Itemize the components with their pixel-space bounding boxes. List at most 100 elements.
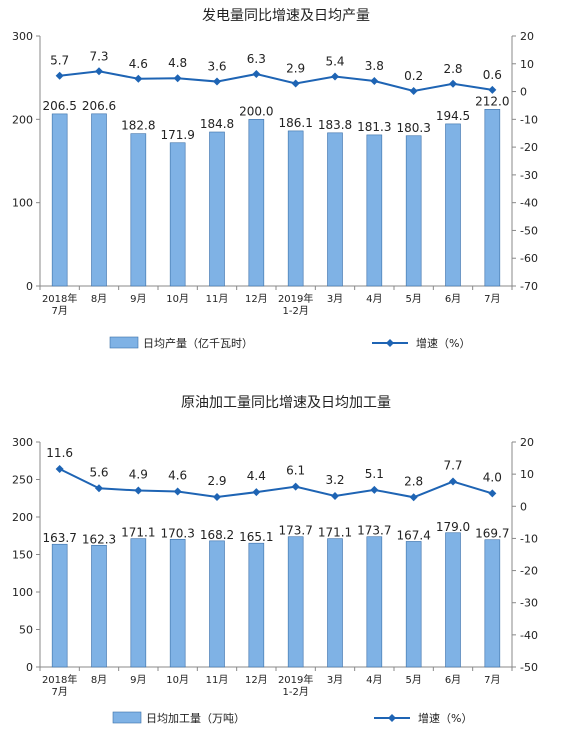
bar bbox=[445, 532, 461, 668]
bar-data-label: 186.1 bbox=[278, 116, 312, 130]
line-data-label: 2.8 bbox=[443, 62, 462, 76]
right-tick-label: 0 bbox=[520, 86, 527, 99]
right-tick-label: 20 bbox=[520, 436, 534, 449]
bar bbox=[51, 543, 68, 668]
line-data-label: 0.2 bbox=[404, 69, 423, 83]
right-tick-label: -50 bbox=[520, 661, 538, 674]
x-tick-label: 6月 bbox=[445, 293, 461, 305]
left-tick-label: 250 bbox=[12, 474, 33, 487]
bar-data-label: 206.6 bbox=[82, 99, 116, 113]
bar bbox=[209, 540, 225, 668]
bar bbox=[169, 538, 186, 668]
left-tick-label: 300 bbox=[12, 436, 33, 449]
legend-line-marker bbox=[388, 714, 396, 722]
bar-data-label: 181.3 bbox=[357, 120, 391, 134]
line-data-label: 5.6 bbox=[89, 465, 108, 479]
line-point bbox=[409, 493, 418, 502]
bar bbox=[130, 538, 147, 668]
x-tick-label: 4月 bbox=[366, 293, 382, 305]
x-tick-label: 3月 bbox=[327, 293, 343, 305]
bar-data-label: 200.0 bbox=[239, 104, 273, 118]
bar-data-label: 171.1 bbox=[318, 526, 352, 540]
bar-data-label: 169.7 bbox=[475, 527, 509, 541]
x-tick-label: 8月 bbox=[91, 293, 107, 305]
x-tick-label: 2018年 bbox=[42, 673, 77, 686]
bar-data-label: 182.8 bbox=[121, 119, 155, 133]
bar-data-label: 206.5 bbox=[42, 99, 76, 113]
growth-line bbox=[59, 70, 493, 93]
line-data-label: 6.1 bbox=[286, 464, 305, 478]
line-point bbox=[95, 67, 103, 76]
bar-data-label: 171.1 bbox=[121, 526, 155, 540]
legend-line-marker bbox=[386, 339, 394, 347]
line-point bbox=[449, 477, 457, 486]
line-point bbox=[252, 488, 261, 497]
x-tick-label: 11月 bbox=[206, 293, 229, 305]
bar-data-label: 183.8 bbox=[318, 118, 352, 132]
bar-data-label: 168.2 bbox=[200, 528, 234, 542]
legend-line-label: 增速（%） bbox=[416, 336, 470, 350]
bar bbox=[248, 542, 265, 668]
bar-data-label: 173.7 bbox=[278, 524, 312, 538]
x-tick-label: 3月 bbox=[327, 674, 343, 686]
legend-bar-swatch bbox=[112, 711, 142, 724]
bar-data-label: 170.3 bbox=[160, 526, 194, 540]
line-point bbox=[370, 485, 379, 494]
legend-bar-swatch bbox=[109, 336, 139, 349]
right-tick-label: -20 bbox=[520, 141, 538, 154]
line-point bbox=[331, 72, 339, 81]
left-tick-label: 300 bbox=[12, 30, 33, 43]
line-point bbox=[331, 492, 339, 500]
left-tick-label: 200 bbox=[12, 113, 33, 126]
right-tick-label: -20 bbox=[520, 565, 538, 578]
bar-data-label: 180.3 bbox=[396, 121, 430, 135]
right-tick-label: -30 bbox=[520, 597, 538, 610]
line-data-label: 0.6 bbox=[483, 68, 502, 82]
line-data-label: 2.8 bbox=[404, 474, 423, 488]
x-tick-label: 10月 bbox=[166, 293, 189, 305]
right-tick-label: -30 bbox=[520, 169, 538, 182]
right-tick-label: -40 bbox=[520, 629, 538, 642]
x-tick-label: 6月 bbox=[445, 674, 461, 686]
bar bbox=[484, 539, 501, 668]
bar bbox=[287, 130, 304, 287]
line-data-label: 3.2 bbox=[325, 473, 344, 487]
x-tick-label: 5月 bbox=[405, 674, 421, 686]
bar bbox=[287, 536, 304, 668]
x-tick-label: 5月 bbox=[405, 293, 421, 305]
x-tick-label: 2019年 bbox=[278, 673, 313, 686]
right-tick-label: -40 bbox=[520, 197, 538, 210]
x-tick-label: 7月 bbox=[484, 674, 500, 686]
line-data-label: 4.4 bbox=[247, 469, 266, 483]
line-data-label: 2.9 bbox=[286, 62, 305, 76]
left-tick-label: 150 bbox=[12, 549, 33, 562]
right-tick-label: 10 bbox=[520, 468, 534, 481]
bar bbox=[248, 119, 265, 287]
x-tick-label: 7月 bbox=[51, 305, 67, 317]
line-data-label: 5.4 bbox=[325, 55, 344, 69]
right-tick-label: -10 bbox=[520, 532, 538, 545]
right-tick-label: -70 bbox=[520, 280, 538, 293]
bar bbox=[130, 133, 147, 287]
left-tick-label: 0 bbox=[26, 661, 33, 674]
legend-bar-label: 日均加工量（万吨） bbox=[146, 712, 245, 725]
right-tick-label: -10 bbox=[520, 113, 538, 126]
x-tick-label: 7月 bbox=[484, 293, 500, 305]
right-tick-label: -50 bbox=[520, 224, 538, 237]
line-point bbox=[370, 77, 379, 85]
line-data-label: 11.6 bbox=[46, 446, 73, 460]
line-point bbox=[488, 85, 497, 94]
bar-data-label: 165.1 bbox=[239, 530, 273, 544]
chart-title: 原油加工量同比增速及日均加工量 bbox=[181, 395, 391, 411]
right-tick-label: 20 bbox=[520, 30, 534, 43]
bar-data-label: 173.7 bbox=[357, 524, 391, 538]
line-data-label: 7.3 bbox=[89, 49, 108, 63]
chart-title: 发电量同比增速及日均产量 bbox=[202, 8, 370, 24]
line-point bbox=[134, 486, 143, 495]
bar bbox=[209, 131, 225, 287]
right-tick-label: -60 bbox=[520, 252, 538, 265]
line-point bbox=[95, 484, 103, 493]
